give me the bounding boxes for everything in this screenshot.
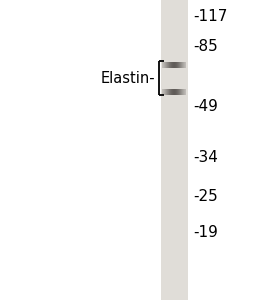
Text: -85: -85 <box>193 39 218 54</box>
Text: -25: -25 <box>193 189 218 204</box>
Text: -117: -117 <box>193 9 227 24</box>
Bar <box>161 0 188 300</box>
Text: -49: -49 <box>193 99 218 114</box>
Text: -34: -34 <box>193 150 218 165</box>
Text: -19: -19 <box>193 225 218 240</box>
Text: Elastin-: Elastin- <box>101 71 155 86</box>
